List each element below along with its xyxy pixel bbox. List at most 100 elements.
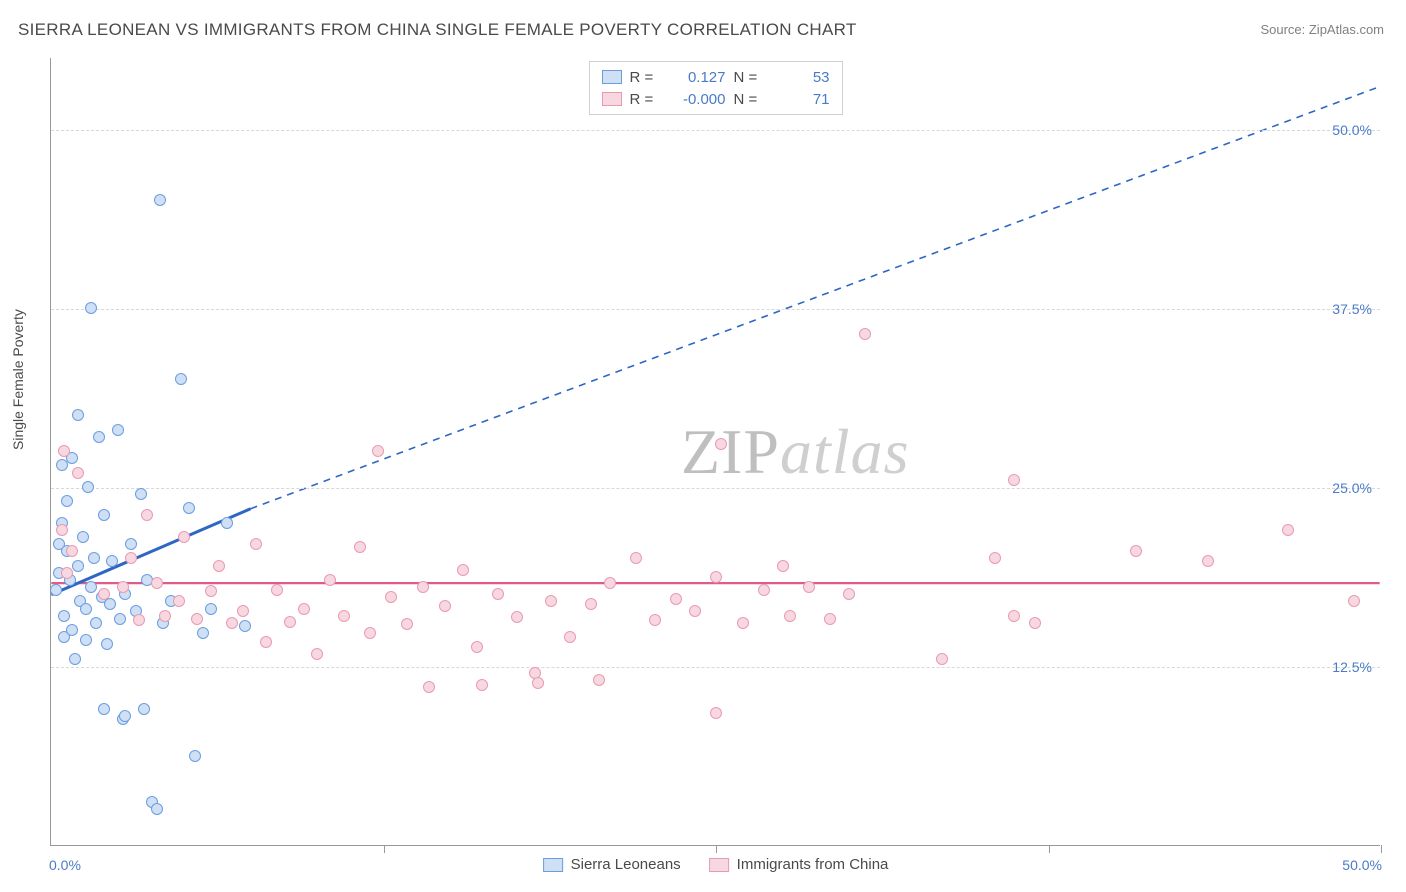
scatter-point	[82, 481, 94, 493]
scatter-point	[119, 710, 131, 722]
legend-n-value: 71	[774, 91, 830, 108]
scatter-point	[66, 545, 78, 557]
scatter-point	[135, 488, 147, 500]
scatter-point	[1008, 610, 1020, 622]
scatter-point	[545, 595, 557, 607]
scatter-point	[284, 616, 296, 628]
y-tick-label: 25.0%	[1332, 480, 1372, 496]
scatter-point	[98, 509, 110, 521]
source-label: Source: ZipAtlas.com	[1260, 22, 1384, 37]
scatter-point	[401, 618, 413, 630]
y-axis-label: Single Female Poverty	[10, 309, 26, 450]
scatter-point	[98, 588, 110, 600]
scatter-point	[183, 502, 195, 514]
scatter-point	[72, 409, 84, 421]
gridline-horizontal	[51, 488, 1380, 489]
scatter-point	[532, 677, 544, 689]
gridline-horizontal	[51, 130, 1380, 131]
scatter-point	[423, 681, 435, 693]
scatter-point	[260, 636, 272, 648]
scatter-point	[777, 560, 789, 572]
scatter-point	[239, 620, 251, 632]
scatter-point	[93, 431, 105, 443]
scatter-point	[758, 584, 770, 596]
scatter-point	[50, 584, 62, 596]
legend-r-label: R =	[630, 69, 662, 86]
scatter-point	[338, 610, 350, 622]
chart-title: SIERRA LEONEAN VS IMMIGRANTS FROM CHINA …	[18, 20, 857, 40]
scatter-point	[250, 538, 262, 550]
scatter-point	[1282, 524, 1294, 536]
scatter-point	[197, 627, 209, 639]
scatter-point	[476, 679, 488, 691]
scatter-point	[298, 603, 310, 615]
legend-r-label: R =	[630, 91, 662, 108]
scatter-point	[649, 614, 661, 626]
scatter-point	[77, 531, 89, 543]
scatter-point	[604, 577, 616, 589]
scatter-point	[593, 674, 605, 686]
legend-swatch	[709, 858, 729, 872]
scatter-point	[106, 555, 118, 567]
scatter-point	[324, 574, 336, 586]
scatter-point	[159, 610, 171, 622]
scatter-point	[138, 703, 150, 715]
scatter-point	[385, 591, 397, 603]
scatter-point	[457, 564, 469, 576]
scatter-point	[670, 593, 682, 605]
scatter-point	[61, 495, 73, 507]
scatter-point	[737, 617, 749, 629]
stats-legend: R = 0.127 N = 53 R = -0.000 N = 71	[589, 61, 843, 115]
x-tick	[716, 845, 717, 853]
scatter-point	[824, 613, 836, 625]
plot-area: ZIPatlas R = 0.127 N = 53 R = -0.000 N =…	[50, 58, 1380, 846]
scatter-point	[178, 531, 190, 543]
scatter-point	[1202, 555, 1214, 567]
gridline-horizontal	[51, 309, 1380, 310]
scatter-point	[56, 524, 68, 536]
scatter-point	[191, 613, 203, 625]
scatter-point	[141, 509, 153, 521]
scatter-point	[354, 541, 366, 553]
scatter-point	[125, 552, 137, 564]
scatter-point	[710, 707, 722, 719]
trend-lines-svg	[51, 58, 1380, 845]
legend-n-value: 53	[774, 69, 830, 86]
scatter-point	[175, 373, 187, 385]
scatter-point	[69, 653, 81, 665]
scatter-point	[85, 302, 97, 314]
scatter-point	[72, 467, 84, 479]
scatter-point	[154, 194, 166, 206]
scatter-point	[66, 624, 78, 636]
stats-legend-row: R = -0.000 N = 71	[602, 88, 830, 110]
bottom-legend-item: Immigrants from China	[709, 856, 889, 873]
legend-n-label: N =	[734, 91, 766, 108]
scatter-point	[1130, 545, 1142, 557]
x-tick	[1381, 845, 1382, 853]
x-axis-min-label: 0.0%	[49, 857, 81, 873]
legend-series-label: Immigrants from China	[737, 856, 889, 873]
scatter-point	[133, 614, 145, 626]
x-tick	[384, 845, 385, 853]
scatter-point	[72, 560, 84, 572]
legend-series-label: Sierra Leoneans	[571, 856, 681, 873]
scatter-point	[101, 638, 113, 650]
scatter-point	[226, 617, 238, 629]
scatter-point	[492, 588, 504, 600]
trend-line	[251, 87, 1380, 509]
scatter-point	[205, 603, 217, 615]
scatter-point	[630, 552, 642, 564]
watermark-atlas: atlas	[780, 416, 909, 487]
scatter-point	[85, 581, 97, 593]
scatter-point	[364, 627, 376, 639]
scatter-point	[585, 598, 597, 610]
scatter-point	[710, 571, 722, 583]
scatter-point	[98, 703, 110, 715]
scatter-point	[439, 600, 451, 612]
stats-legend-row: R = 0.127 N = 53	[602, 66, 830, 88]
scatter-point	[689, 605, 701, 617]
scatter-point	[803, 581, 815, 593]
x-tick	[1049, 845, 1050, 853]
scatter-point	[417, 581, 429, 593]
bottom-legend: Sierra Leoneans Immigrants from China	[543, 856, 889, 873]
